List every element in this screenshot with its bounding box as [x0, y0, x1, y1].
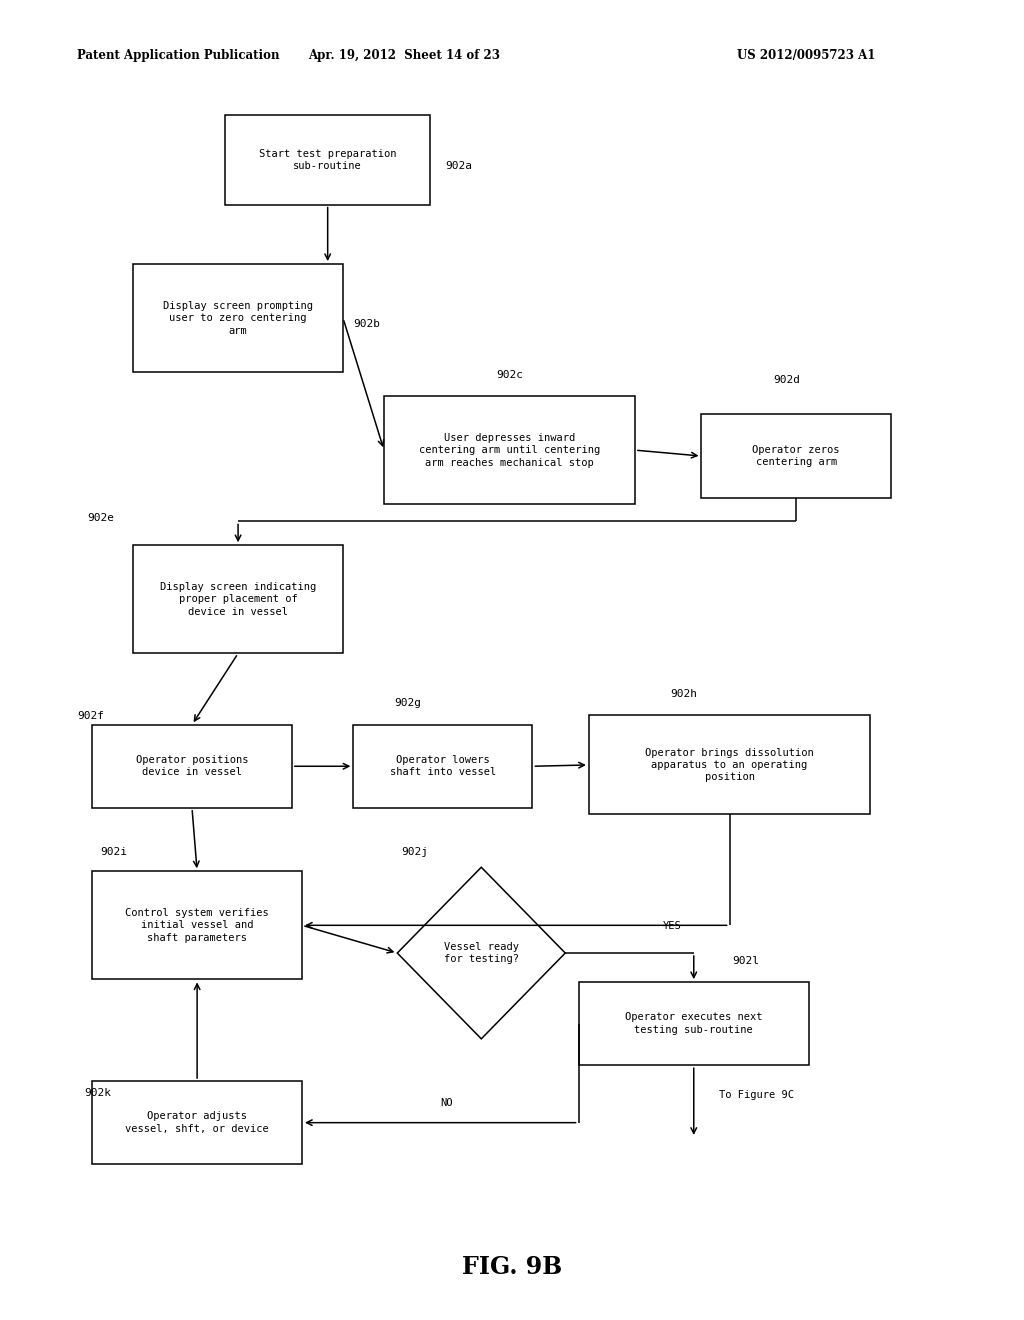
FancyBboxPatch shape: [384, 396, 635, 504]
Text: 902b: 902b: [353, 319, 380, 330]
Text: 902k: 902k: [84, 1088, 111, 1098]
Text: 902f: 902f: [77, 711, 103, 722]
Text: Apr. 19, 2012  Sheet 14 of 23: Apr. 19, 2012 Sheet 14 of 23: [308, 49, 501, 62]
FancyBboxPatch shape: [225, 115, 430, 205]
Text: 902e: 902e: [87, 513, 114, 524]
Text: Operator executes next
testing sub-routine: Operator executes next testing sub-routi…: [625, 1012, 763, 1035]
FancyBboxPatch shape: [579, 982, 809, 1065]
Text: YES: YES: [664, 921, 682, 932]
Text: 902a: 902a: [445, 161, 472, 172]
Text: Operator zeros
centering arm: Operator zeros centering arm: [753, 445, 840, 467]
FancyBboxPatch shape: [92, 1081, 302, 1164]
Text: 902d: 902d: [773, 375, 800, 385]
Text: FIG. 9B: FIG. 9B: [462, 1255, 562, 1279]
Polygon shape: [397, 867, 565, 1039]
Text: US 2012/0095723 A1: US 2012/0095723 A1: [737, 49, 876, 62]
Text: Operator brings dissolution
apparatus to an operating
position: Operator brings dissolution apparatus to…: [645, 747, 814, 783]
Text: Vessel ready
for testing?: Vessel ready for testing?: [443, 942, 519, 964]
Text: Operator positions
device in vessel: Operator positions device in vessel: [136, 755, 248, 777]
Text: Display screen prompting
user to zero centering
arm: Display screen prompting user to zero ce…: [163, 301, 313, 335]
FancyBboxPatch shape: [92, 871, 302, 979]
FancyBboxPatch shape: [701, 414, 891, 498]
FancyBboxPatch shape: [92, 725, 292, 808]
Text: NO: NO: [440, 1097, 453, 1107]
Text: 902i: 902i: [100, 847, 127, 858]
FancyBboxPatch shape: [353, 725, 532, 808]
Text: To Figure 9C: To Figure 9C: [719, 1090, 795, 1101]
Text: Patent Application Publication: Patent Application Publication: [77, 49, 280, 62]
Text: Control system verifies
initial vessel and
shaft parameters: Control system verifies initial vessel a…: [125, 908, 269, 942]
FancyBboxPatch shape: [133, 545, 343, 653]
Text: 902j: 902j: [401, 847, 428, 858]
Text: User depresses inward
centering arm until centering
arm reaches mechanical stop: User depresses inward centering arm unti…: [419, 433, 600, 467]
Text: 902c: 902c: [497, 370, 523, 380]
Text: Operator lowers
shaft into vessel: Operator lowers shaft into vessel: [390, 755, 496, 777]
FancyBboxPatch shape: [589, 715, 870, 814]
Text: 902g: 902g: [394, 698, 421, 709]
Text: 902l: 902l: [732, 956, 759, 966]
FancyBboxPatch shape: [133, 264, 343, 372]
Text: 902h: 902h: [671, 689, 697, 700]
Text: Operator adjusts
vessel, shft, or device: Operator adjusts vessel, shft, or device: [125, 1111, 269, 1134]
Text: Display screen indicating
proper placement of
device in vessel: Display screen indicating proper placeme…: [160, 582, 316, 616]
Text: Start test preparation
sub-routine: Start test preparation sub-routine: [259, 149, 396, 170]
